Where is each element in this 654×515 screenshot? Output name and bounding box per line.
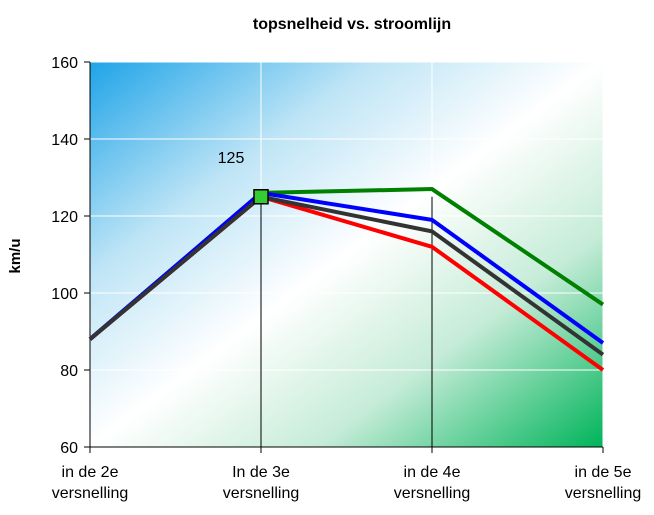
y-tick-label: 120 bbox=[51, 209, 78, 226]
chart-title: topsnelheid vs. stroomlijn bbox=[253, 16, 451, 33]
y-tick-label: 160 bbox=[51, 55, 78, 72]
y-tick-label: 140 bbox=[51, 132, 78, 149]
y-axis-label: km/u bbox=[7, 238, 24, 273]
y-tick-label: 60 bbox=[60, 440, 78, 457]
x-tick-labels: in de 2e versnelling In de 3e versnelling in… bbox=[52, 464, 641, 502]
y-tick-label: 100 bbox=[51, 286, 78, 303]
highlight-marker bbox=[254, 190, 268, 204]
y-tick-labels: 60 80 100 120 140 160 bbox=[51, 55, 78, 457]
x-tick-label: In de 3e versnelling bbox=[223, 464, 299, 502]
x-tick-label: in de 5e versnelling bbox=[565, 464, 641, 502]
x-tick-label: in de 4e versnelling bbox=[394, 464, 470, 502]
data-label: 125 bbox=[218, 150, 245, 167]
x-tick-label: in de 2e versnelling bbox=[52, 464, 128, 502]
y-tick-label: 80 bbox=[60, 363, 78, 380]
